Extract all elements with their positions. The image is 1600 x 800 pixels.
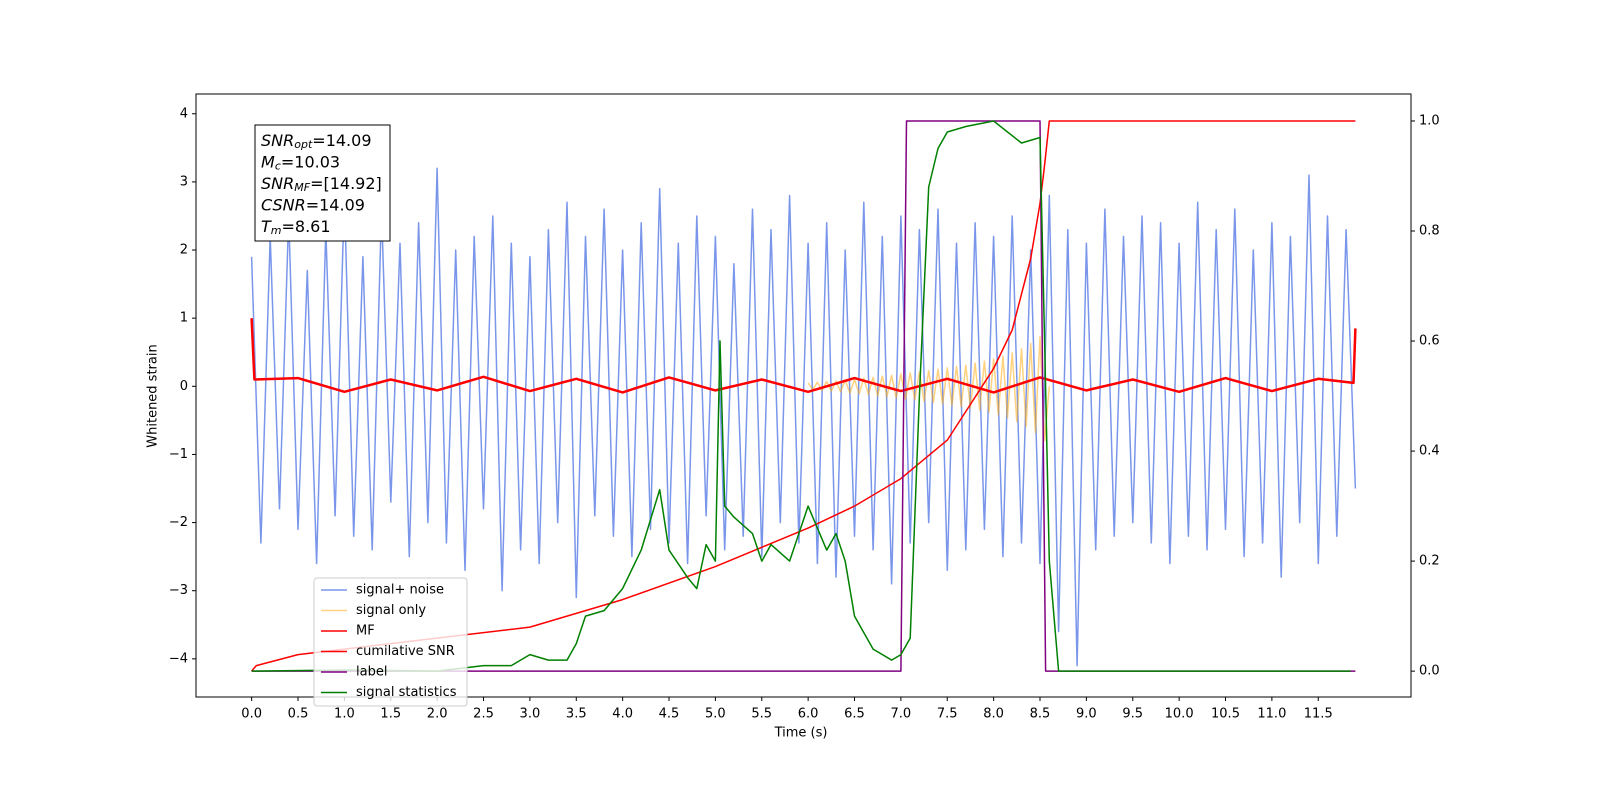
y-tick-label: −3 — [169, 583, 188, 598]
y2-tick-label: 0.2 — [1419, 554, 1440, 569]
y-tick-label: 4 — [180, 106, 188, 121]
x-tick-label: 6.0 — [798, 707, 819, 722]
x-tick-label: 5.5 — [751, 707, 772, 722]
annotation: SNRopt=14.09Mc=10.03SNRMF=[14.92]CSNR=14… — [254, 124, 391, 242]
annotation-line: CSNR=14.09 — [261, 195, 365, 214]
annotation-value: =14.09 — [312, 131, 371, 150]
x-tick-label: 7.5 — [937, 707, 958, 722]
annotation-symbol: SNR — [261, 174, 294, 193]
x-tick-label: 5.0 — [705, 707, 726, 722]
y2-tick-label: 0.6 — [1419, 334, 1440, 349]
y2-tick-label: 1.0 — [1419, 113, 1440, 128]
x-tick-label: 2.5 — [473, 707, 494, 722]
x-tick-label: 4.0 — [612, 707, 633, 722]
x-tick-label: 11.5 — [1304, 707, 1333, 722]
annotation-symbol: T — [261, 217, 272, 236]
y-tick-label: 1 — [180, 311, 188, 326]
x-tick-label: 7.0 — [891, 707, 912, 722]
annotation-line: SNRopt=14.09 — [261, 131, 372, 152]
legend-label: MF — [356, 624, 375, 639]
series-line — [251, 120, 1351, 672]
y-tick-label: 0 — [180, 379, 188, 394]
annotation-symbol: SNR — [261, 131, 294, 150]
annotation-value: =14.09 — [306, 195, 365, 214]
annotation-subscript: MF — [294, 181, 310, 194]
x-tick-label: 4.5 — [659, 707, 680, 722]
annotation-symbol: CSNR — [261, 195, 306, 214]
y-tick-label: −2 — [169, 515, 188, 530]
x-tick-label: 1.5 — [380, 707, 401, 722]
annotation-value: =[14.92] — [310, 174, 382, 193]
series-line — [807, 335, 1051, 442]
x-tick-label: 1.0 — [334, 707, 355, 722]
legend-label: signal+ noise — [356, 583, 444, 598]
legend-box — [313, 577, 468, 707]
x-tick-label: 6.5 — [844, 707, 865, 722]
y-tick-label: −1 — [169, 447, 188, 462]
annotation-value: =8.61 — [282, 217, 331, 236]
annotation-line: SNRMF=[14.92] — [261, 174, 382, 195]
annotation-subscript: c — [275, 160, 281, 173]
x-tick-label: 8.0 — [983, 707, 1004, 722]
x-tick-label: 11.0 — [1257, 707, 1286, 722]
legend-label: label — [356, 665, 387, 680]
x-tick-label: 3.0 — [520, 707, 541, 722]
y2-tick-label: 0.0 — [1419, 664, 1440, 679]
x-tick-label: 0.0 — [241, 707, 262, 722]
annotation-box — [254, 124, 391, 242]
legend-label: signal only — [356, 603, 426, 618]
annotation-value: =10.03 — [281, 152, 340, 171]
x-tick-label: 8.5 — [1030, 707, 1051, 722]
series-line — [250, 167, 1357, 667]
x-tick-label: 9.5 — [1122, 707, 1143, 722]
annotation-symbol: M — [261, 152, 275, 171]
legend-label: signal statistics — [356, 685, 457, 700]
x-axis-label: Time (s) — [774, 726, 828, 741]
y-tick-label: 2 — [180, 243, 188, 258]
x-tick-label: 9.0 — [1076, 707, 1097, 722]
legend-label: cumilative SNR — [356, 644, 455, 659]
annotation-line: Tm=8.61 — [261, 217, 331, 238]
x-tick-label: 3.5 — [566, 707, 587, 722]
x-tick-label: 0.5 — [288, 707, 309, 722]
y-tick-label: −4 — [169, 651, 188, 666]
annotation-line: Mc=10.03 — [261, 152, 340, 173]
y-tick-label: 3 — [180, 174, 188, 189]
x-tick-label: 10.5 — [1211, 707, 1240, 722]
x-tick-label: 2.0 — [427, 707, 448, 722]
y2-tick-label: 0.8 — [1419, 223, 1440, 238]
y2-tick-label: 0.4 — [1419, 444, 1440, 459]
y-axis-label: Whitened strain — [146, 344, 161, 447]
series-line — [250, 318, 1357, 394]
annotation-subscript: opt — [294, 138, 313, 151]
annotation-subscript: m — [271, 224, 282, 237]
axes-frame — [195, 93, 1412, 698]
legend: signal+ noise signal only MF cumilative SNR… — [313, 577, 468, 707]
x-tick-label: 10.0 — [1165, 707, 1194, 722]
